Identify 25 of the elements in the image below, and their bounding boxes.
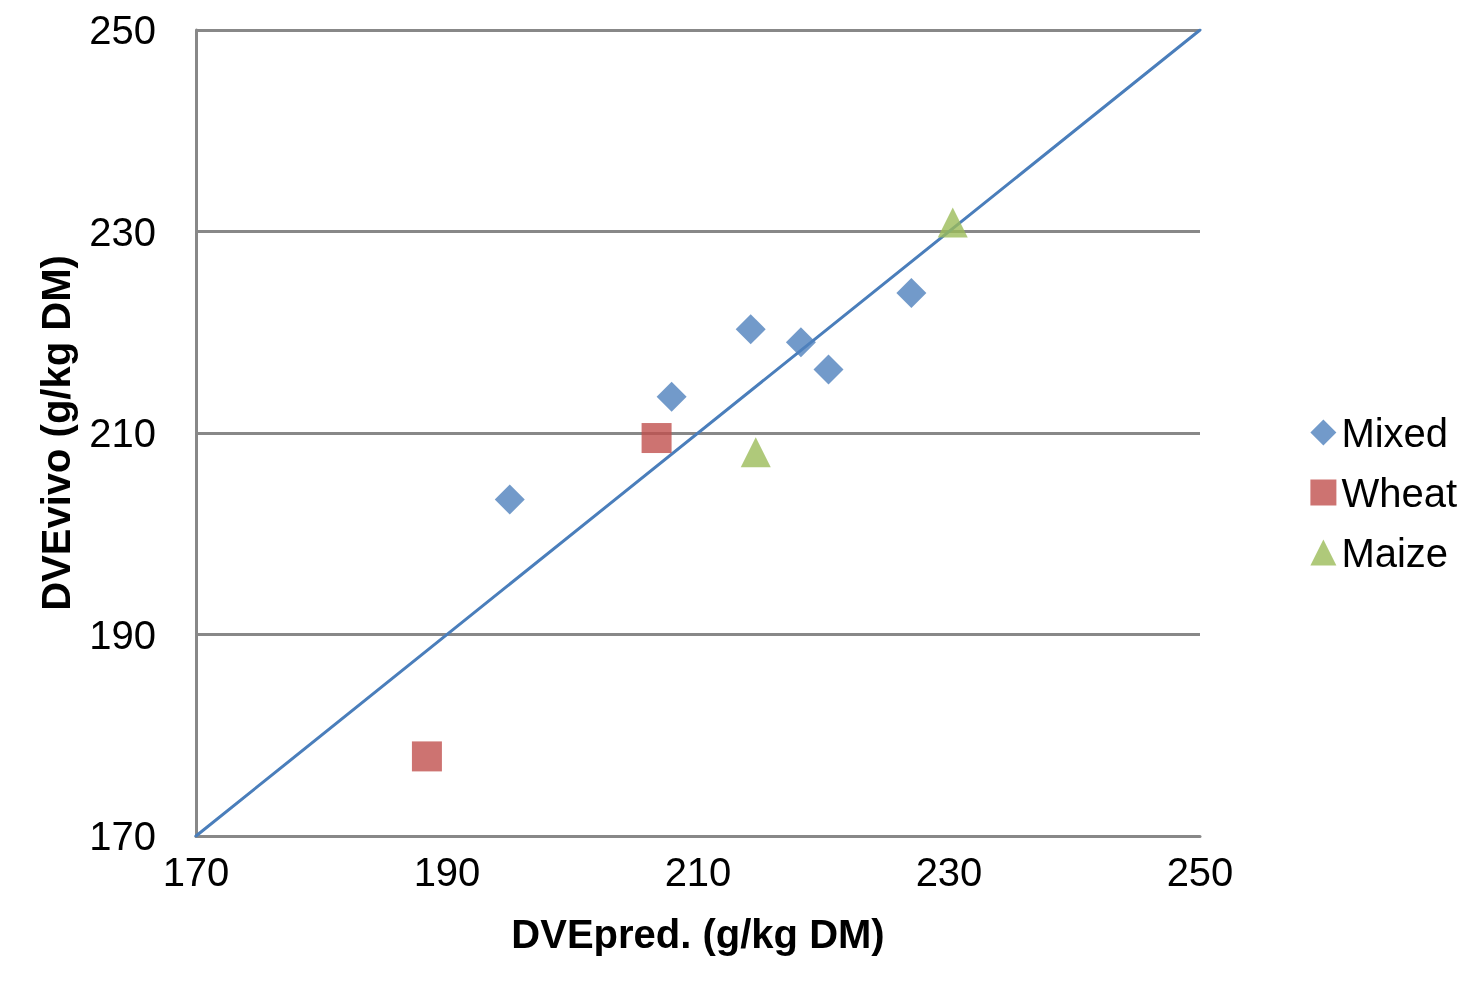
point [813,354,844,385]
point [656,381,687,412]
x-tick-label: 250 [1166,850,1234,894]
point [641,423,672,454]
x-tick-label: 230 [915,850,983,894]
point [785,327,816,358]
legend-label: Maize [1341,530,1449,575]
y-tick-label: 230 [89,209,156,254]
y-tick-label: 210 [89,411,156,455]
legend-label: Mixed [1341,410,1449,455]
legend-label: Wheat [1341,470,1457,515]
point [740,437,771,468]
x-axis-title: DVEpred. (g/kg DM) [511,912,885,956]
point [735,314,766,345]
point [494,484,525,515]
y-tick-label: 170 [89,814,156,858]
y-axis-title: DVEvivo (g/kg DM) [34,255,78,611]
y-tick-label: 190 [89,612,156,657]
point [411,741,442,772]
point [937,207,968,238]
x-tick-label: 210 [664,850,732,894]
x-tick-label: 170 [162,850,230,894]
y-tick-label: 250 [89,8,156,52]
x-tick-label: 190 [413,850,481,894]
point [896,277,927,308]
